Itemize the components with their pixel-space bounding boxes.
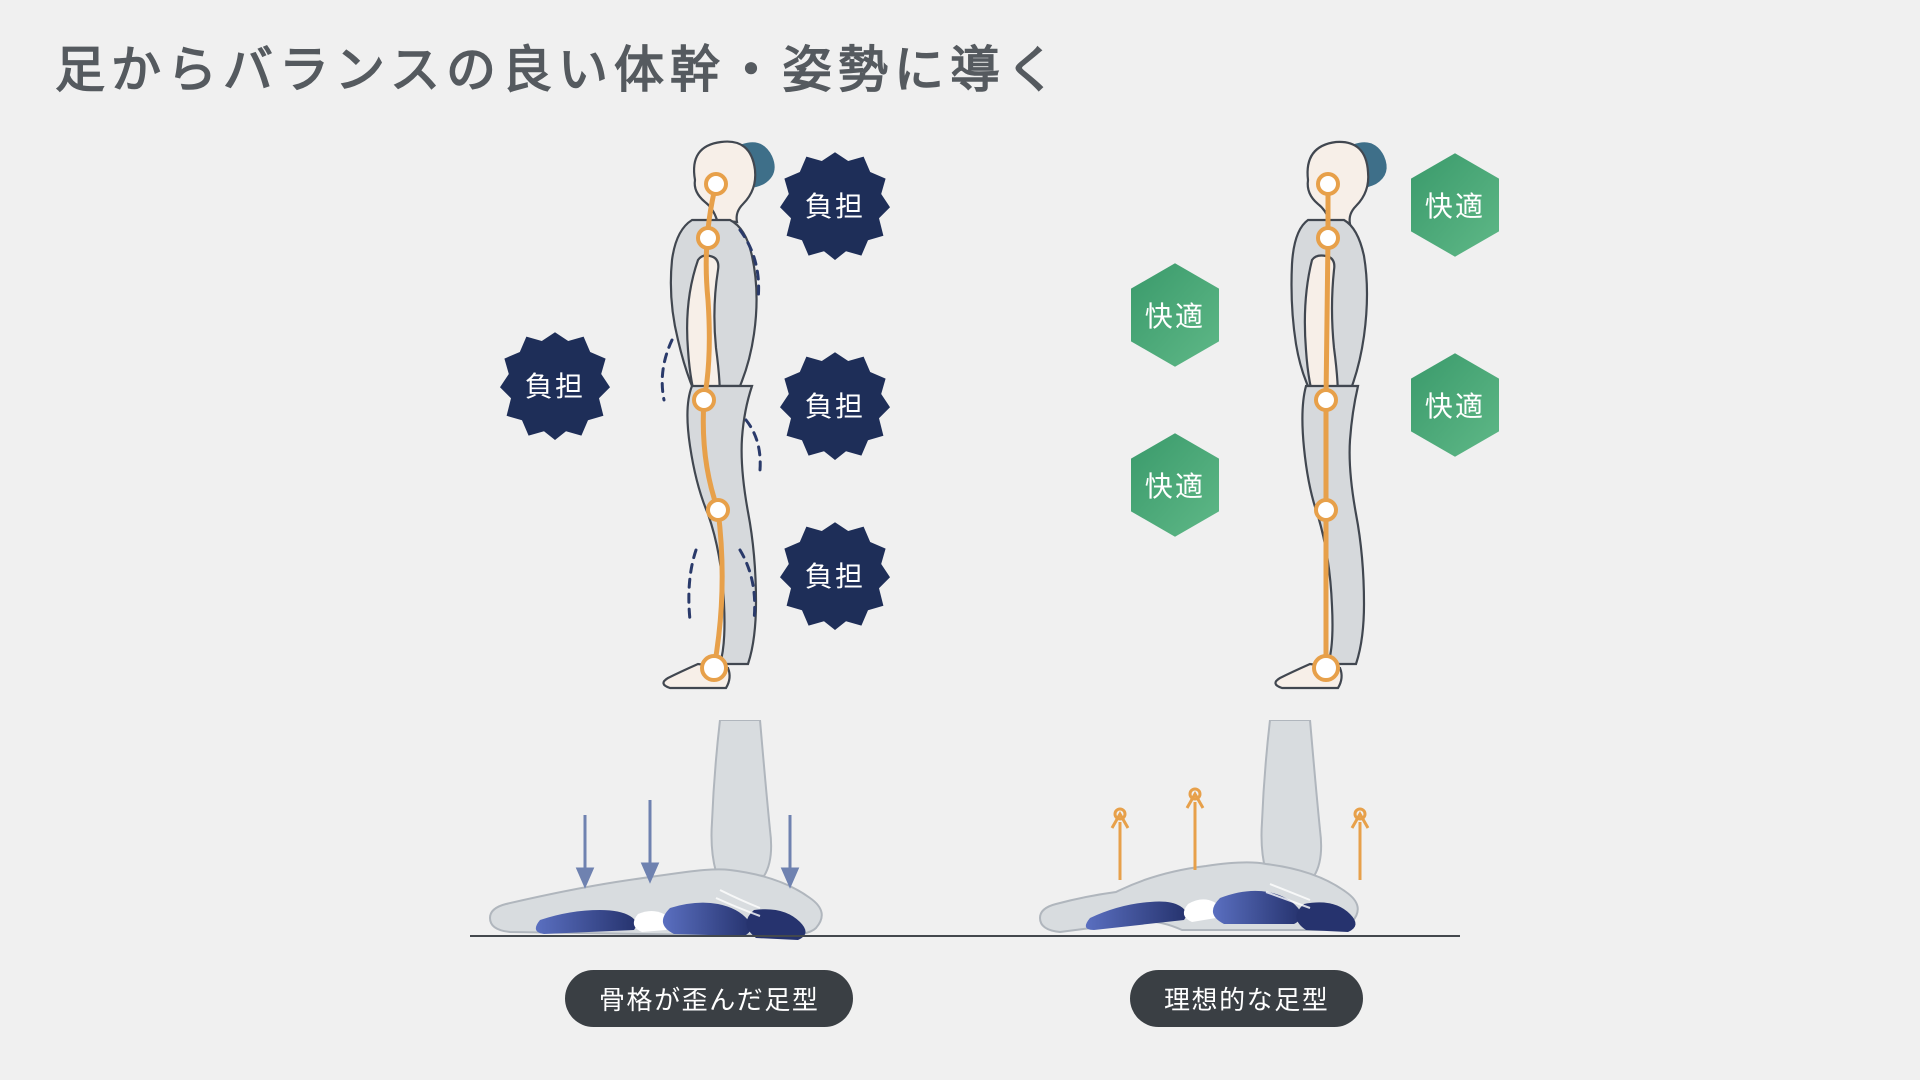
badge-label: 快適 bbox=[1145, 465, 1205, 505]
foot-illustration-comfort bbox=[1020, 720, 1460, 980]
foot-illustration-burden bbox=[470, 720, 910, 980]
badge-label: 負担 bbox=[525, 365, 585, 405]
figure-burden: 負担 負担 負担 負担 bbox=[440, 120, 1000, 720]
badge-comfort-3: 快適 bbox=[1400, 350, 1510, 460]
badge-label: 負担 bbox=[805, 385, 865, 425]
badge-burden-1: 負担 bbox=[780, 150, 890, 260]
badge-comfort-2: 快適 bbox=[1120, 260, 1230, 370]
badge-label: 快適 bbox=[1425, 185, 1485, 225]
badge-label: 負担 bbox=[805, 185, 865, 225]
badge-label: 快適 bbox=[1145, 295, 1205, 335]
badge-label: 快適 bbox=[1425, 385, 1485, 425]
badge-comfort-4: 快適 bbox=[1120, 430, 1230, 540]
badge-label: 負担 bbox=[805, 555, 865, 595]
badge-burden-2: 負担 bbox=[500, 330, 610, 440]
badge-burden-3: 負担 bbox=[780, 350, 890, 460]
badge-comfort-1: 快適 bbox=[1400, 150, 1510, 260]
figure-comfort: 快適 快適 快適 快適 bbox=[1030, 120, 1590, 720]
infographic-canvas: 足からバランスの良い体幹・姿勢に導く bbox=[0, 0, 1920, 1080]
page-title: 足からバランスの良い体幹・姿勢に導く bbox=[55, 30, 1062, 102]
ground-line bbox=[470, 935, 1460, 937]
caption-comfort: 理想的な足型 bbox=[1130, 970, 1363, 1027]
caption-burden: 骨格が歪んだ足型 bbox=[565, 970, 853, 1027]
badge-burden-4: 負担 bbox=[780, 520, 890, 630]
